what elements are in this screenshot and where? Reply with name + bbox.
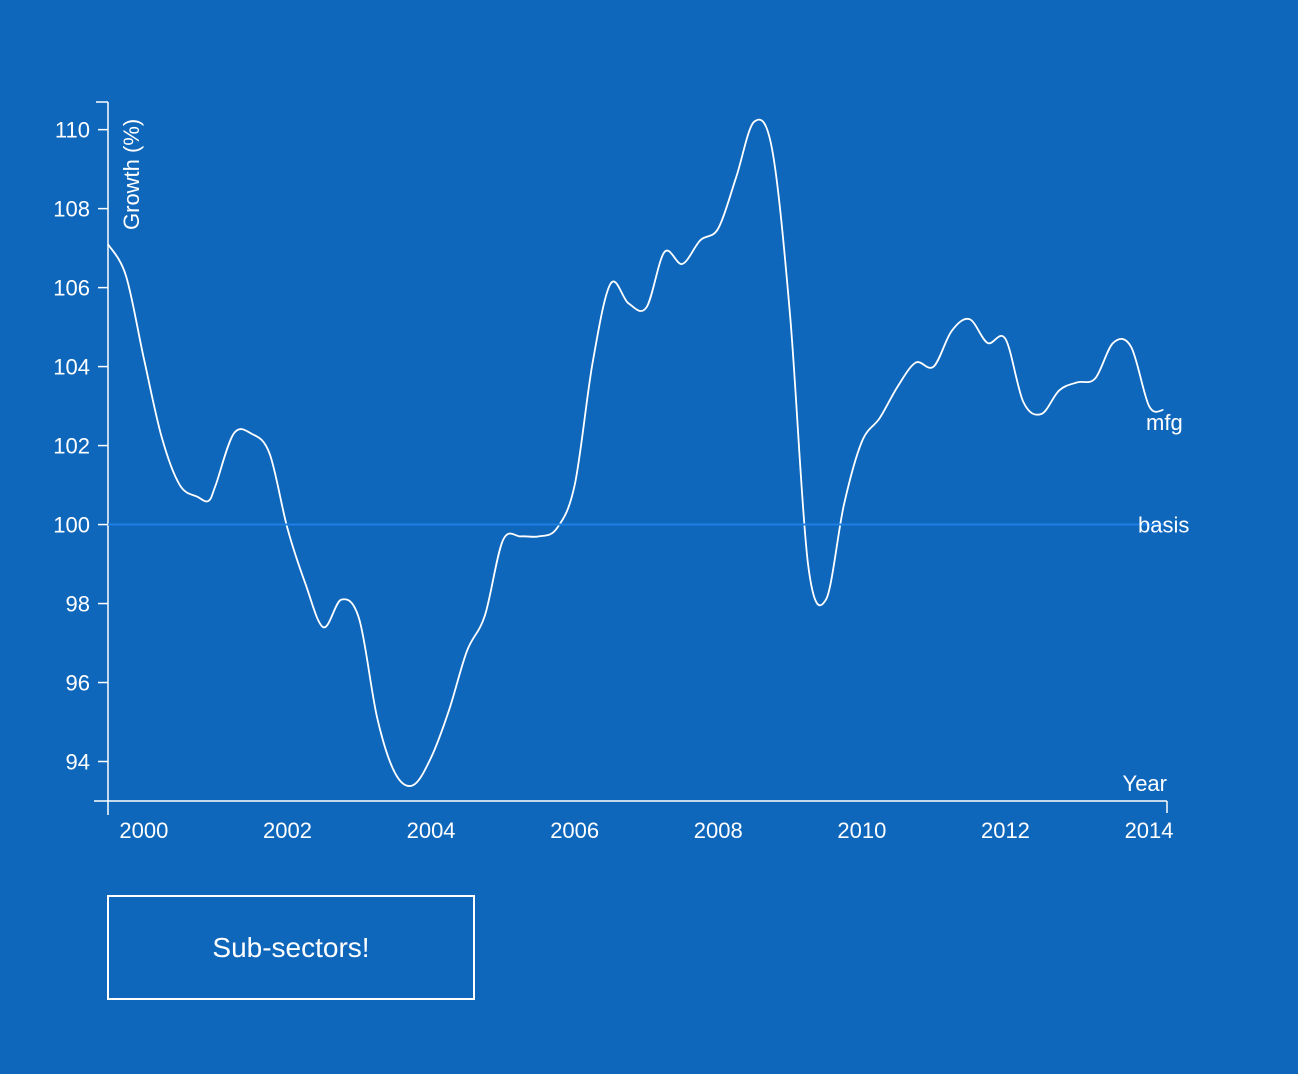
y-tick-label: 110	[55, 118, 90, 143]
y-tick-label: 106	[53, 276, 90, 301]
x-axis-title: Year	[1123, 771, 1167, 796]
y-axis-title: Growth (%)	[119, 119, 144, 230]
x-tick-label: 2010	[837, 818, 886, 843]
series-group: mfg basis	[107, 118, 1189, 787]
y-tick-label: 96	[66, 671, 90, 696]
series-line-mfg	[107, 118, 1164, 787]
y-axis: 94 96 98 100 102 104 106 108 110	[53, 101, 109, 815]
x-tick-label: 2004	[407, 818, 456, 843]
subsectors-button[interactable]: Sub-sectors!	[107, 895, 475, 1000]
y-tick-label: 94	[66, 750, 90, 775]
y-tick-label: 108	[53, 197, 90, 222]
x-tick-label: 2014	[1125, 818, 1174, 843]
x-tick-label: 2000	[119, 818, 168, 843]
series-label-mfg: mfg	[1146, 410, 1183, 435]
x-tick-label: 2002	[263, 818, 312, 843]
y-tick-label: 102	[53, 434, 90, 459]
x-tick-label: 2008	[694, 818, 743, 843]
x-axis: 2000 2002 2004 2006 2008 2010 2012 2014	[94, 800, 1174, 843]
y-tick-label: 104	[53, 355, 90, 380]
y-tick-label: 100	[53, 513, 90, 538]
series-label-basis: basis	[1138, 513, 1189, 538]
x-tick-label: 2012	[981, 818, 1030, 843]
y-tick-label: 98	[66, 592, 90, 617]
x-tick-label: 2006	[550, 818, 599, 843]
